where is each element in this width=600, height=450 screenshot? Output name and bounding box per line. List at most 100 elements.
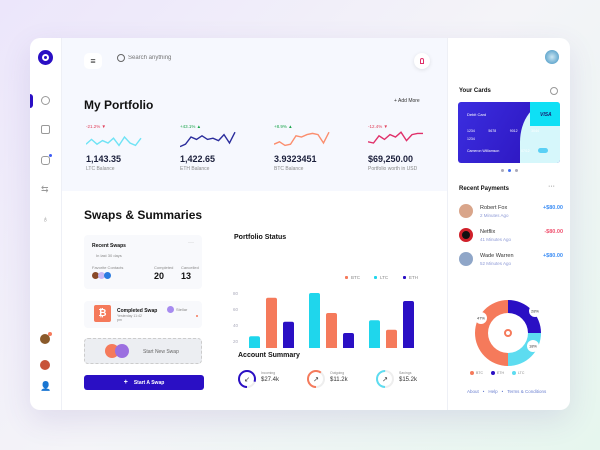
summary-item[interactable]: ↗ Savings $15.2k [374, 368, 434, 390]
footer-link[interactable]: About [467, 389, 479, 394]
donut-legend-label: LTC [518, 371, 525, 375]
completed-swap-time: Yesterday 11:42 pm [117, 314, 142, 322]
bar-btc-january[interactable] [266, 297, 277, 348]
payment-item[interactable]: Wade Warren 52 Minutes Ago +$80.00 [459, 250, 563, 270]
legend-label: BTC [351, 275, 361, 280]
fav-label: Favorite Contacts [92, 265, 124, 270]
status-dot [196, 315, 198, 317]
dashboard-icon[interactable] [41, 96, 50, 105]
card-type: Debit Card [467, 112, 487, 117]
legend-label: LTC [380, 275, 389, 280]
summary-label: Outgoing [330, 371, 345, 375]
plus-icon: + [123, 379, 128, 386]
footer-link[interactable]: Terms & Conditions [507, 389, 547, 394]
bar-btc-february[interactable] [326, 313, 337, 348]
portfolio-card[interactable]: -21.2% ▼ 1,143.35 LTC Balance [86, 122, 166, 177]
summary-item[interactable]: ↗ Outgoing $11.2k [305, 368, 365, 390]
portfolio-card[interactable]: +43.1% ▲ 1,422.65 ETH Balance [180, 122, 260, 177]
completed-swap-title: Completed Swap [117, 308, 158, 314]
bar-eth-march[interactable] [403, 301, 414, 348]
donut-legend-item: BTC [470, 371, 483, 375]
completed-swap-card[interactable]: ₿ Completed Swap Yesterday 11:42 pm Stel… [84, 301, 202, 328]
completed-label: Completed [154, 265, 174, 270]
footer-links: About • Help • Terms & Conditions [467, 389, 546, 394]
notification-avatar[interactable] [40, 332, 52, 344]
bulb-icon[interactable]: ♁ [42, 214, 49, 224]
svg-text:↙: ↙ [244, 377, 250, 384]
bar-btc-march[interactable] [386, 329, 397, 348]
donut-legend-item: LTC [512, 371, 524, 375]
add-user-icon[interactable]: 👤 [40, 381, 52, 391]
donut-label-bubble [475, 312, 487, 324]
bar-ltc-january[interactable] [249, 336, 260, 348]
payment-time: 52 Minutes Ago [480, 261, 512, 266]
page-title: My Portfolio [84, 98, 154, 112]
card-holder: Cameron Williamson [467, 149, 500, 153]
change-value: -21.2% [86, 124, 101, 129]
start-new-swap-area[interactable]: Start New Swap [84, 338, 202, 364]
add-more-link[interactable]: + Add More [394, 98, 420, 104]
payee-avatar [459, 228, 473, 242]
portfolio-card[interactable]: -12.4% ▼ $69,250.00 Portfolio worth in U… [368, 122, 448, 177]
balance-value: 1,422.65 [180, 154, 216, 164]
debit-card[interactable]: Debit Card VISA 1234 5678 9012 3044 1234 Ca… [458, 102, 560, 163]
payments-more-icon[interactable]: ··· [548, 183, 555, 190]
payment-amount: +$80.00 [542, 253, 563, 259]
donut-segment-eth[interactable] [508, 300, 541, 333]
payment-amount: -$80.00 [544, 229, 563, 235]
card-number-group: 1234 [467, 129, 475, 133]
arrow-down-left-icon: ↙ [238, 370, 256, 388]
y-tick-label: 60 [233, 307, 239, 312]
sparkline [368, 131, 423, 144]
balance-value: $69,250.00 [368, 154, 414, 164]
start-swap-button[interactable]: + Start A Swap [84, 375, 204, 390]
right-panel: Your Cards Debit Card VISA 1234 5678 9012 3… [447, 38, 570, 410]
profile-avatar[interactable] [545, 50, 559, 64]
y-tick-label: 20 [233, 339, 239, 344]
bar-ltc-february[interactable] [309, 293, 320, 348]
allocation-donut: 47% 28% 18% [475, 300, 541, 366]
add-card-button[interactable] [550, 87, 558, 95]
stellar-label: Stellar [176, 307, 188, 312]
summary-value: $11.2k [330, 377, 348, 383]
logo[interactable] [38, 50, 53, 65]
swap-icon[interactable]: ⇆ [41, 184, 49, 194]
payment-time: 41 Minutes Ago [480, 237, 512, 242]
change-value: +43.1% [180, 124, 196, 129]
start-new-swap-label: Start New Swap [143, 349, 179, 355]
user-avatar[interactable] [40, 360, 50, 370]
balance-value: 1,143.35 [86, 154, 122, 164]
cards-title: Your Cards [459, 88, 491, 94]
payment-item[interactable]: Netflix 41 Minutes Ago -$80.00 [459, 226, 563, 246]
favorite-contacts[interactable] [92, 272, 114, 279]
bar-eth-february[interactable] [343, 333, 354, 348]
footer-link[interactable]: Help [488, 389, 498, 394]
donut-legend: BTC ETH LTC [470, 371, 524, 375]
mastercard-icon [538, 148, 548, 153]
balance-label: Portfolio worth in USD [368, 166, 418, 172]
portfolio-status-chart: 020406080JanuaryFebruaryMarchBTCLTCETH [233, 275, 418, 348]
payee-avatar [459, 252, 473, 266]
more-icon[interactable]: ··· [188, 240, 194, 246]
change-badge: +8.9% ▲ [274, 124, 293, 129]
notification-button[interactable] [414, 53, 430, 69]
donut-label-bubble [529, 305, 541, 317]
summary-title: Account Summary [238, 352, 300, 359]
bar-ltc-march[interactable] [369, 320, 380, 348]
sparkline [86, 135, 142, 147]
card-pagination[interactable] [501, 169, 518, 172]
y-tick-label: 40 [233, 323, 239, 328]
active-indicator [30, 94, 33, 108]
chat-icon[interactable] [41, 154, 52, 165]
sparkline [180, 131, 236, 148]
summary-item[interactable]: ↙ Incoming $27.4k [236, 368, 296, 390]
payment-amount: +$80.00 [542, 205, 563, 211]
payment-item[interactable]: Robert Fox 2 Minutes Ago +$80.00 [459, 202, 563, 222]
donut-legend-item: ETH [491, 371, 504, 375]
menu-toggle-button[interactable]: ≡ [84, 53, 102, 69]
wallet-icon[interactable] [41, 125, 50, 134]
portfolio-card[interactable]: +8.9% ▲ 3.9323451 BTC Balance [274, 122, 354, 177]
search-input[interactable] [128, 52, 278, 64]
search-icon [117, 54, 125, 62]
bar-eth-january[interactable] [283, 321, 294, 348]
